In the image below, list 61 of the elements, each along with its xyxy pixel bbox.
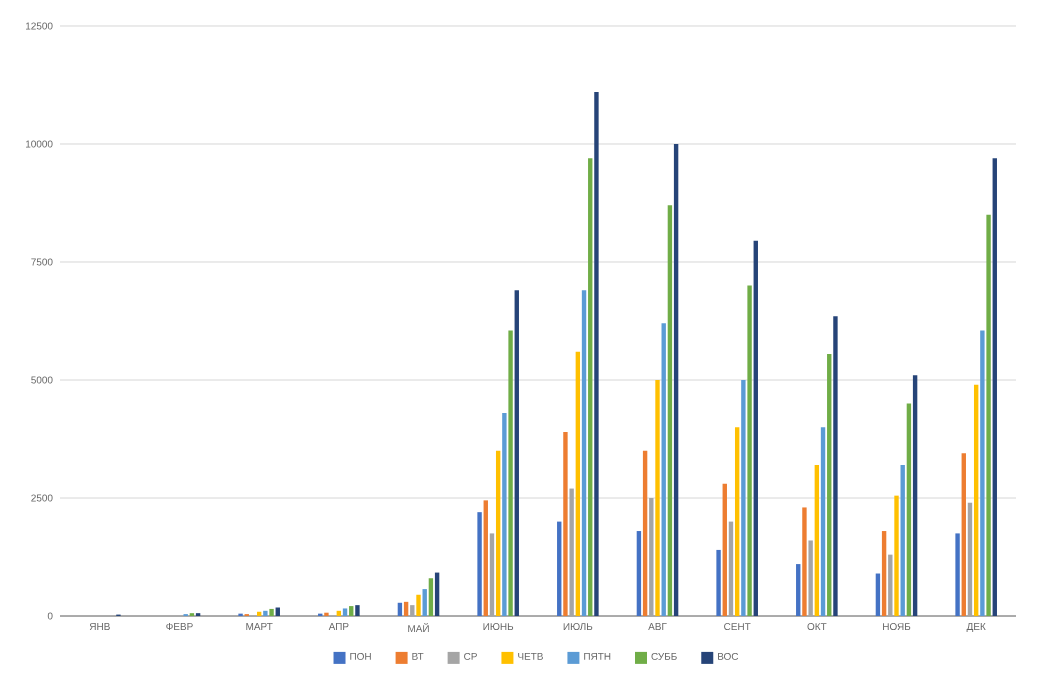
bar [961,453,966,616]
bar [900,464,905,616]
bar [508,330,513,616]
bar [661,323,666,616]
bar [912,375,918,616]
bar [716,549,721,616]
bar [636,531,642,616]
bar [514,290,519,616]
bar [355,605,360,616]
bar [722,483,727,616]
bar [881,531,887,616]
bar [416,594,421,616]
bar [397,602,403,616]
bar [894,495,899,616]
bar [588,158,593,616]
bar [642,450,648,616]
bar [269,608,274,616]
bar [483,500,488,616]
bar [728,521,734,616]
bar [888,554,893,616]
bar [955,533,960,616]
bar [575,351,581,616]
bar [667,205,673,616]
bar [263,610,268,616]
bar [434,572,440,616]
bar [820,427,826,616]
bar [796,564,801,616]
bar [875,573,881,616]
bar [581,290,587,616]
bar [502,413,507,616]
bar [477,512,482,616]
bar [802,507,807,616]
bar [906,403,912,616]
bar [649,498,654,616]
bar [410,605,415,616]
bar [569,488,574,616]
bar [403,601,409,616]
bar [594,92,599,616]
bar [986,214,991,616]
bar [741,380,746,616]
bar [734,427,740,616]
bar [428,578,434,616]
bar [349,606,354,616]
bar [422,589,427,616]
bar [967,502,973,616]
bar [973,384,979,616]
bar [753,240,758,616]
bar [827,354,832,616]
bar [673,143,679,616]
bar [557,521,562,616]
bar [342,608,348,616]
bar [655,380,660,616]
bar [814,464,820,616]
bar [495,450,501,616]
bar [747,285,752,616]
bar [980,330,985,616]
bar [992,158,997,616]
bar [489,533,495,616]
bar [563,431,568,616]
bar [833,316,838,616]
bar [808,540,813,616]
